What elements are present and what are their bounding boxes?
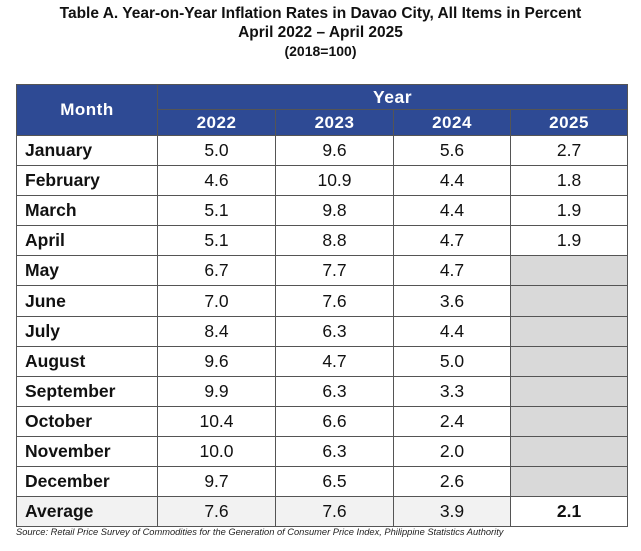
value-cell: 1.8 bbox=[509, 165, 629, 197]
value-cell: 6.6 bbox=[275, 405, 394, 437]
value-cell: 1.9 bbox=[509, 225, 629, 257]
empty-cell bbox=[509, 405, 629, 437]
table-row: January 5.0 9.6 5.6 2.7 bbox=[16, 134, 629, 167]
average-value-cell: 3.9 bbox=[393, 496, 511, 528]
month-cell: August bbox=[16, 345, 158, 377]
table-row: September 9.9 6.3 3.3 bbox=[16, 375, 629, 407]
month-cell: December bbox=[16, 466, 158, 498]
value-cell: 8.4 bbox=[157, 315, 276, 347]
table-row: April 5.1 8.8 4.7 1.9 bbox=[16, 225, 629, 257]
value-cell: 6.3 bbox=[275, 435, 394, 468]
value-cell: 5.6 bbox=[393, 134, 511, 167]
empty-cell bbox=[509, 435, 629, 468]
empty-cell bbox=[509, 466, 629, 498]
value-cell: 9.9 bbox=[157, 375, 276, 407]
month-cell: October bbox=[16, 405, 158, 437]
month-cell: July bbox=[16, 315, 158, 347]
month-cell: May bbox=[16, 255, 158, 287]
value-cell: 4.4 bbox=[393, 165, 511, 197]
title-line-3: (2018=100) bbox=[284, 43, 357, 59]
month-cell: February bbox=[16, 165, 158, 197]
value-cell: 5.1 bbox=[157, 225, 276, 257]
table-row: June 7.0 7.6 3.6 bbox=[16, 285, 629, 317]
table-row: December 9.7 6.5 2.6 bbox=[16, 466, 629, 498]
value-cell: 1.9 bbox=[509, 195, 629, 227]
average-value-cell: 7.6 bbox=[275, 496, 394, 528]
value-cell: 10.0 bbox=[157, 435, 276, 468]
month-cell: September bbox=[16, 375, 158, 407]
table-title: Table A. Year-on-Year Inflation Rates in… bbox=[0, 4, 641, 60]
value-cell: 4.6 bbox=[157, 165, 276, 197]
value-cell: 9.6 bbox=[157, 345, 276, 377]
month-column-header: Month bbox=[16, 84, 158, 136]
value-cell: 5.1 bbox=[157, 195, 276, 227]
value-cell: 9.7 bbox=[157, 466, 276, 498]
table-row: November 10.0 6.3 2.0 bbox=[16, 435, 629, 468]
value-cell: 5.0 bbox=[157, 134, 276, 167]
value-cell: 9.6 bbox=[275, 134, 394, 167]
average-label: Average bbox=[16, 496, 158, 528]
empty-cell bbox=[509, 255, 629, 287]
average-value-cell: 7.6 bbox=[157, 496, 276, 528]
value-cell: 4.7 bbox=[393, 255, 511, 287]
value-cell: 7.7 bbox=[275, 255, 394, 287]
value-cell: 10.4 bbox=[157, 405, 276, 437]
month-cell: November bbox=[16, 435, 158, 468]
value-cell: 2.7 bbox=[509, 134, 629, 167]
value-cell: 2.4 bbox=[393, 405, 511, 437]
value-cell: 6.5 bbox=[275, 466, 394, 498]
value-cell: 6.7 bbox=[157, 255, 276, 287]
month-cell: June bbox=[16, 285, 158, 317]
value-cell: 5.0 bbox=[393, 345, 511, 377]
value-cell: 4.4 bbox=[393, 195, 511, 227]
table-row: February 4.6 10.9 4.4 1.8 bbox=[16, 165, 629, 197]
value-cell: 4.7 bbox=[393, 225, 511, 257]
year-header-2022: 2022 bbox=[157, 109, 276, 136]
value-cell: 8.8 bbox=[275, 225, 394, 257]
table-row: May 6.7 7.7 4.7 bbox=[16, 255, 629, 287]
value-cell: 9.8 bbox=[275, 195, 394, 227]
average-value-cell: 2.1 bbox=[509, 496, 629, 528]
average-row: Average 7.6 7.6 3.9 2.1 bbox=[16, 496, 629, 528]
source-note: Source: Retail Price Survey of Commoditi… bbox=[16, 527, 504, 537]
title-line-2: April 2022 – April 2025 bbox=[238, 24, 403, 41]
month-cell: April bbox=[16, 225, 158, 257]
value-cell: 7.6 bbox=[275, 285, 394, 317]
value-cell: 2.6 bbox=[393, 466, 511, 498]
empty-cell bbox=[509, 315, 629, 347]
title-line-1: Table A. Year-on-Year Inflation Rates in… bbox=[59, 5, 582, 22]
value-cell: 4.7 bbox=[275, 345, 394, 377]
table-row: March 5.1 9.8 4.4 1.9 bbox=[16, 195, 629, 227]
value-cell: 3.6 bbox=[393, 285, 511, 317]
table-row: October 10.4 6.6 2.4 bbox=[16, 405, 629, 437]
value-cell: 7.0 bbox=[157, 285, 276, 317]
year-header-2025: 2025 bbox=[509, 109, 629, 136]
empty-cell bbox=[509, 285, 629, 317]
value-cell: 4.4 bbox=[393, 315, 511, 347]
value-cell: 6.3 bbox=[275, 375, 394, 407]
value-cell: 2.0 bbox=[393, 435, 511, 468]
value-cell: 10.9 bbox=[275, 165, 394, 197]
value-cell: 3.3 bbox=[393, 375, 511, 407]
year-header-2023: 2023 bbox=[275, 109, 394, 136]
table-row: August 9.6 4.7 5.0 bbox=[16, 345, 629, 377]
value-cell: 6.3 bbox=[275, 315, 394, 347]
table-row: July 8.4 6.3 4.4 bbox=[16, 315, 629, 347]
year-column-header: Year bbox=[156, 84, 629, 110]
year-header-2024: 2024 bbox=[393, 109, 511, 136]
empty-cell bbox=[509, 375, 629, 407]
inflation-table: Month Year 2022 2023 2024 2025 January 5… bbox=[16, 84, 629, 528]
month-cell: March bbox=[16, 195, 158, 227]
month-cell: January bbox=[16, 134, 158, 167]
empty-cell bbox=[509, 345, 629, 377]
